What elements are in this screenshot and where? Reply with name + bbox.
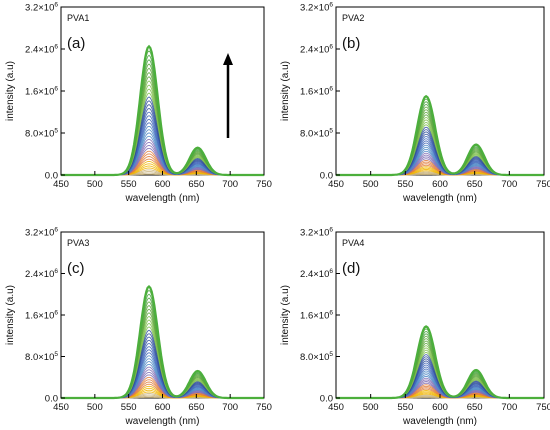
y-tick-label: 1.6×106 bbox=[25, 310, 58, 322]
x-axis-title: wavelength (nm) bbox=[402, 193, 477, 204]
panel-name: PVA4 bbox=[342, 238, 364, 248]
x-axis-title: wavelength (nm) bbox=[125, 416, 200, 427]
x-tick-label: 650 bbox=[188, 179, 204, 190]
y-tick-label: 8.0×105 bbox=[300, 128, 333, 140]
y-tick-label: 1.6×106 bbox=[300, 86, 333, 98]
x-tick-label: 600 bbox=[432, 179, 448, 190]
increase-arrow-head bbox=[223, 53, 233, 65]
x-tick-label: 500 bbox=[87, 179, 103, 190]
y-tick-label: 2.4×106 bbox=[300, 268, 333, 280]
y-tick-label: 8.0×105 bbox=[25, 128, 58, 140]
y-tick-label: 8.0×105 bbox=[300, 351, 333, 363]
x-tick-label: 750 bbox=[536, 179, 550, 190]
x-tick-label: 550 bbox=[397, 179, 413, 190]
panel-name: PVA2 bbox=[342, 13, 364, 23]
x-tick-label: 750 bbox=[256, 402, 272, 413]
chart-panel-4: 450 500 550 600 650 700 750 0.0 8.0×105 1.6×106 2.… bbox=[280, 227, 550, 428]
x-tick-label: 550 bbox=[397, 402, 413, 413]
y-tick-label: 3.2×106 bbox=[300, 227, 333, 239]
chart-panel-3: 450 500 550 600 650 700 750 0.0 8.0×105 1.6×106 2.… bbox=[5, 227, 272, 428]
y-tick-label: 2.4×106 bbox=[25, 44, 58, 56]
panel-letter: (b) bbox=[342, 35, 360, 52]
x-tick-label: 650 bbox=[188, 402, 204, 413]
panel-letter: (a) bbox=[67, 35, 85, 52]
panel-name: PVA3 bbox=[67, 238, 89, 248]
y-tick-label: 0.0 bbox=[320, 171, 333, 182]
x-tick-label: 750 bbox=[256, 179, 272, 190]
y-tick-label: 0.0 bbox=[45, 171, 58, 182]
x-tick-label: 700 bbox=[222, 402, 238, 413]
x-tick-label: 650 bbox=[467, 402, 483, 413]
x-axis-title: wavelength (nm) bbox=[125, 193, 200, 204]
x-tick-label: 750 bbox=[536, 402, 550, 413]
y-axis-title: intensity (a.u) bbox=[280, 285, 291, 345]
y-tick-label: 8.0×105 bbox=[25, 351, 58, 363]
y-axis-title: intensity (a.u) bbox=[5, 61, 16, 121]
x-tick-label: 500 bbox=[363, 179, 379, 190]
panel-letter: (d) bbox=[342, 260, 360, 277]
x-tick-label: 450 bbox=[53, 402, 69, 413]
x-tick-label: 600 bbox=[155, 179, 171, 190]
y-tick-label: 3.2×106 bbox=[300, 2, 333, 14]
x-tick-label: 450 bbox=[53, 179, 69, 190]
y-axis-title: intensity (a.u) bbox=[5, 285, 16, 345]
x-tick-label: 600 bbox=[155, 402, 171, 413]
chart-panel-1: 450 500 550 600 650 700 750 0.0 8.0×105 1.6×106 2.… bbox=[5, 2, 272, 205]
x-tick-label: 700 bbox=[501, 179, 517, 190]
y-tick-label: 3.2×106 bbox=[25, 227, 58, 239]
y-tick-label: 1.6×106 bbox=[300, 310, 333, 322]
x-tick-label: 700 bbox=[501, 402, 517, 413]
y-tick-label: 2.4×106 bbox=[25, 268, 58, 280]
x-tick-label: 550 bbox=[121, 402, 137, 413]
x-tick-label: 450 bbox=[328, 402, 344, 413]
y-tick-label: 2.4×106 bbox=[300, 44, 333, 56]
x-tick-label: 500 bbox=[87, 402, 103, 413]
y-axis-title: intensity (a.u) bbox=[280, 61, 291, 121]
panel-name: PVA1 bbox=[67, 13, 89, 23]
x-tick-label: 550 bbox=[121, 179, 137, 190]
y-tick-label: 1.6×106 bbox=[25, 86, 58, 98]
x-tick-label: 450 bbox=[328, 179, 344, 190]
panel-letter: (c) bbox=[67, 260, 85, 277]
y-tick-label: 0.0 bbox=[45, 394, 58, 405]
x-tick-label: 700 bbox=[222, 179, 238, 190]
x-axis-title: wavelength (nm) bbox=[402, 416, 477, 427]
x-tick-label: 650 bbox=[467, 179, 483, 190]
x-tick-label: 600 bbox=[432, 402, 448, 413]
y-tick-label: 0.0 bbox=[320, 394, 333, 405]
chart-panel-2: 450 500 550 600 650 700 750 0.0 8.0×105 1.6×106 2.… bbox=[280, 2, 550, 205]
x-tick-label: 500 bbox=[363, 402, 379, 413]
y-tick-label: 3.2×106 bbox=[25, 2, 58, 14]
